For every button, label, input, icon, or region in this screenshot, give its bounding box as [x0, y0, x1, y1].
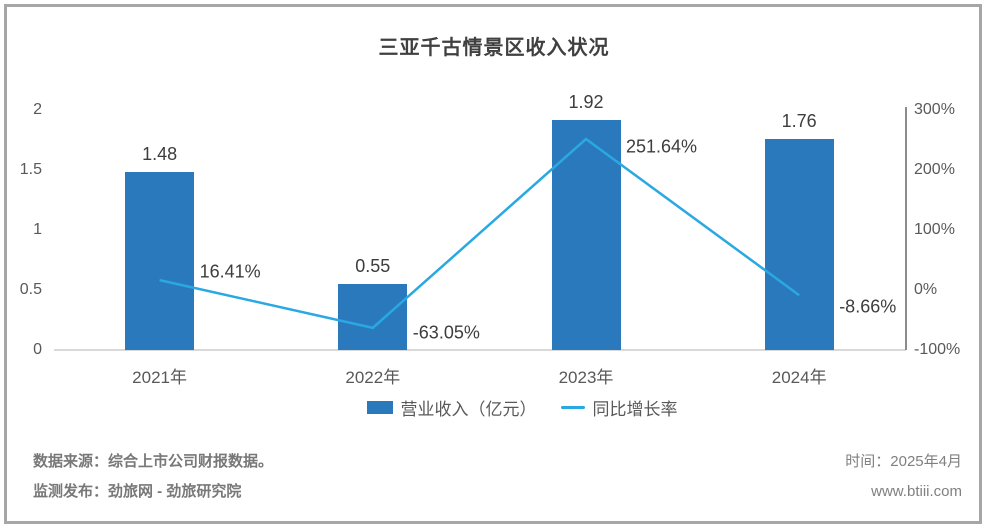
chart-title: 三亚千古情景区收入状况 [378, 37, 610, 59]
growth-value-label: -8.66% [839, 296, 897, 317]
legend: 营业收入（亿元） 同比增长率 [0, 395, 988, 420]
x-axis-label: 2024年 [771, 368, 827, 387]
y-axis-tick-left: 0.5 [19, 281, 42, 298]
y-axis-tick-right: -100% [914, 341, 961, 358]
bar-value-label: 0.55 [355, 256, 391, 276]
y-axis-tick-right: 0% [914, 281, 938, 298]
y-axis-tick-left: 0 [33, 341, 42, 358]
growth-value-label: 16.41% [199, 261, 261, 282]
growth-value-label: 251.64% [626, 136, 698, 157]
y-axis-tick-left: 1 [33, 221, 42, 238]
bar-2022年 [338, 284, 408, 350]
footer-source-line1: 数据来源：综合上市公司财报数据。 [33, 453, 274, 470]
x-axis-label: 2023年 [558, 368, 614, 387]
footer-website: www.btiii.com [871, 483, 962, 500]
secondary-y-axis-line [905, 107, 907, 350]
y-axis-tick-left: 1.5 [19, 161, 42, 178]
bar-2023年 [551, 119, 621, 350]
legend-line-label: 同比增长率 [592, 400, 678, 419]
growth-value-label: -63.05% [412, 322, 480, 343]
bar-2021年 [125, 172, 195, 350]
x-axis-label: 2022年 [345, 368, 401, 387]
footer-source-line2: 监测发布：劲旅网 - 劲旅研究院 [33, 483, 242, 500]
bar-value-label: 1.92 [568, 91, 604, 112]
footer-time: 时间：2025年4月 [845, 453, 962, 470]
legend-line-swatch-icon [560, 406, 585, 409]
x-axis-line [54, 349, 906, 351]
bar-value-label: 1.76 [781, 110, 817, 131]
footer-source: 数据来源：综合上市公司财报数据。 监测发布：劲旅网 - 劲旅研究院 [33, 447, 273, 507]
x-axis-label: 2021年 [132, 368, 187, 387]
legend-bar-swatch-icon [366, 401, 393, 414]
legend-bar-label: 营业收入（亿元） [400, 400, 537, 419]
bar-2024年 [764, 138, 834, 350]
footer-meta: 时间：2025年4月 www.btiii.com [845, 447, 962, 507]
y-axis-tick-right: 300% [914, 101, 955, 118]
y-axis-tick-right: 100% [914, 221, 955, 238]
y-axis-tick-left: 2 [33, 101, 42, 118]
bar-value-label: 1.48 [142, 144, 178, 165]
y-axis-tick-right: 200% [914, 161, 955, 178]
